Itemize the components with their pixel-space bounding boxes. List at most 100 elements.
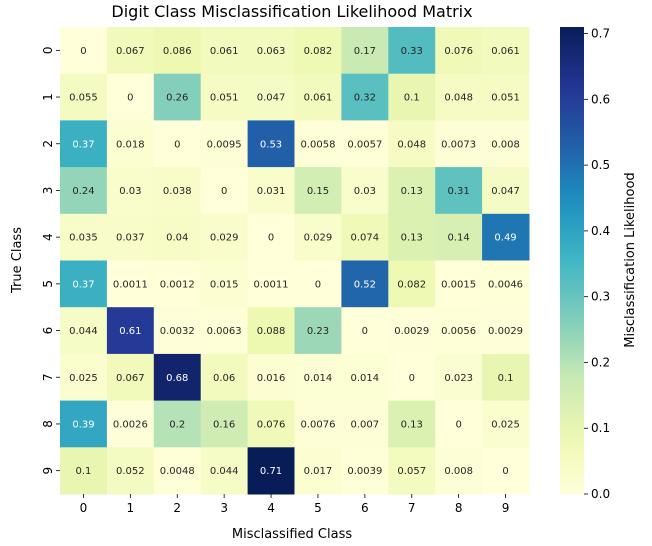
heatmap-cell [388, 213, 436, 261]
cell-value-label: 0 [268, 233, 274, 244]
heatmap-cell [388, 260, 436, 308]
cell-value-label: 0.0095 [207, 139, 242, 150]
cell-value-label: 0.008 [444, 466, 473, 477]
cell-value-label: 0.048 [397, 139, 426, 150]
heatmap-cell [153, 307, 202, 355]
cell-value-label: 0.0029 [488, 326, 523, 337]
cell-value-label: 0.086 [163, 46, 192, 57]
cell-value-label: 0.052 [116, 466, 145, 477]
heatmap-cell [435, 73, 483, 121]
heatmap-cell [341, 260, 389, 308]
heatmap-cell [294, 120, 342, 168]
colorbar-tick-label: 0.0 [591, 487, 610, 501]
colorbar-tick-label: 0.1 [591, 421, 610, 435]
cell-value-label: 0 [502, 466, 508, 477]
heatmap-cell [247, 400, 295, 448]
heatmap-cell [341, 447, 389, 495]
heatmap-cell [247, 73, 295, 121]
cell-value-label: 0.025 [69, 373, 98, 384]
cell-value-label: 0.018 [116, 139, 145, 150]
heatmap-cell [341, 307, 389, 355]
colorbar-tick-label: 0.3 [591, 290, 610, 304]
heatmap-cell [435, 260, 483, 308]
cell-value-label: 0.047 [491, 186, 520, 197]
cell-value-label: 0 [455, 419, 461, 430]
x-tick-label: 1 [127, 501, 135, 515]
heatmap-cell [153, 120, 202, 168]
heatmap-cell [388, 353, 436, 402]
y-tick-label: 4 [41, 233, 55, 241]
heatmap-cell [106, 213, 155, 261]
heatmap-cell [247, 447, 295, 495]
heatmap-cell [435, 400, 483, 448]
y-tick-label: 9 [41, 467, 55, 475]
heatmap-cell [435, 167, 483, 215]
cell-value-label: 0.0048 [160, 466, 195, 477]
cell-value-label: 0.17 [354, 46, 376, 57]
cell-value-label: 0.71 [260, 466, 282, 477]
x-axis-ticks: 0 1 2 3 4 5 6 7 8 9 [80, 494, 509, 515]
cell-value-label: 0.061 [491, 46, 520, 57]
y-tick-label: 1 [41, 93, 55, 101]
heatmap-cell [388, 307, 436, 355]
heatmap-cell [200, 447, 249, 495]
cell-value-label: 0.016 [257, 373, 286, 384]
heatmap-cell [247, 167, 295, 215]
cell-value-label: 0.0057 [347, 139, 382, 150]
x-tick-label: 8 [455, 501, 463, 515]
heatmap-cell [200, 213, 249, 261]
cell-value-label: 0.014 [351, 373, 380, 384]
heatmap-cell [200, 307, 249, 355]
heatmap-cell [341, 400, 389, 448]
cell-value-label: 0.067 [116, 373, 145, 384]
heatmap-cell [247, 307, 295, 355]
cell-value-label: 0.23 [307, 326, 329, 337]
chart-title: Digit Class Misclassification Likelihood… [111, 2, 472, 21]
cell-value-label: 0.31 [448, 186, 470, 197]
heatmap-cell [294, 260, 342, 308]
heatmap-cell [341, 213, 389, 261]
cell-value-label: 0.15 [307, 186, 329, 197]
heatmap-cell [294, 353, 342, 402]
cell-value-label: 0.1 [404, 93, 420, 104]
cell-value-label: 0.52 [354, 279, 376, 290]
heatmap-cell [388, 73, 436, 121]
heatmap-cell [200, 73, 249, 121]
cell-value-label: 0.014 [304, 373, 333, 384]
cell-value-label: 0.061 [210, 46, 239, 57]
colorbar-label: Misclassification Likelihood [623, 172, 638, 347]
colorbar-tick-label: 0.5 [591, 158, 610, 172]
heatmap-cell [106, 120, 155, 168]
cell-value-label: 0.061 [304, 93, 333, 104]
cell-value-label: 0.047 [257, 93, 286, 104]
y-tick-label: 6 [41, 327, 55, 335]
cell-value-label: 0.007 [351, 419, 380, 430]
heatmap-cell [388, 400, 436, 448]
heatmap-cell [60, 167, 108, 215]
cell-value-label: 0.023 [444, 373, 473, 384]
heatmap-cell [200, 120, 249, 168]
heatmap-cell [247, 120, 295, 168]
heatmap-cell [294, 167, 342, 215]
cell-value-label: 0.0046 [488, 279, 523, 290]
cell-value-label: 0.49 [494, 233, 516, 244]
heatmap-cell [106, 400, 155, 448]
cell-value-label: 0.0012 [160, 279, 195, 290]
cell-value-label: 0.029 [304, 233, 333, 244]
heatmap-cell [482, 400, 530, 448]
cell-value-label: 0 [80, 46, 86, 57]
colorbar-tick-label: 0.4 [591, 224, 610, 238]
heatmap-cell [106, 260, 155, 308]
cell-value-label: 0.051 [210, 93, 239, 104]
heatmap-cell [482, 307, 530, 355]
heatmap-cell [294, 213, 342, 261]
cell-value-label: 0.24 [72, 186, 94, 197]
cell-value-label: 0.057 [397, 466, 426, 477]
heatmap-cell [294, 400, 342, 448]
cell-value-label: 0.1 [498, 373, 514, 384]
heatmap-cell [60, 400, 108, 448]
cell-value-label: 0.0058 [300, 139, 335, 150]
cell-value-label: 0.26 [166, 93, 188, 104]
heatmap-cell [153, 353, 202, 402]
cell-value-label: 0.1 [75, 466, 91, 477]
